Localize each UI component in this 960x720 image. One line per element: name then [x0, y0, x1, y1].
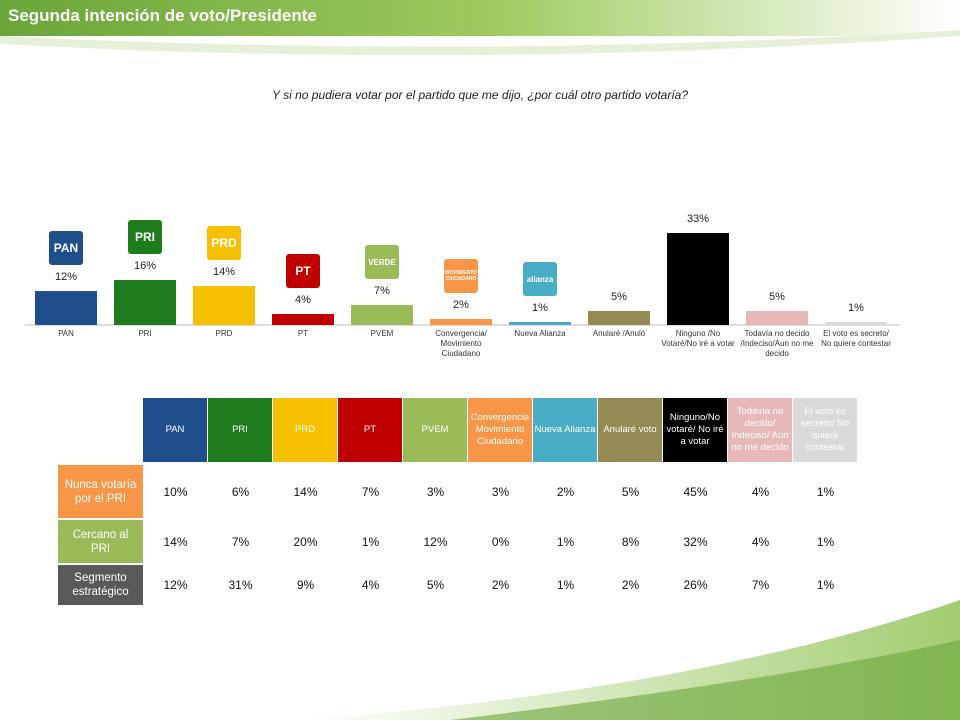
table-cell: 4%: [751, 534, 770, 549]
table-cell: 7%: [361, 484, 380, 499]
table-cell: 45%: [683, 484, 708, 499]
row-label: Nunca votaría por el PRI: [58, 465, 143, 518]
table-header: El voto es secreto/ No quiere contestar: [793, 398, 857, 462]
table-header: Nueva Alianza: [533, 398, 597, 462]
table-cell: 31%: [228, 578, 253, 592]
value-label: 12%: [54, 271, 78, 284]
table-cell: 10%: [163, 484, 188, 499]
table-header: Convergencia Movimiento Ciudadano: [468, 398, 532, 462]
x-tick-label: Nueva Alianza: [514, 329, 566, 338]
table-cell: 8%: [621, 534, 640, 549]
table-cell: 7%: [751, 578, 770, 592]
table-header: PRD: [273, 398, 337, 462]
slide-title: Segunda intención de voto/Presidente: [8, 6, 317, 25]
value-label: 7%: [374, 285, 390, 298]
party-logo: PT: [286, 253, 320, 288]
value-label: 16%: [133, 260, 157, 273]
table-cell: 12%: [423, 534, 448, 549]
table-cell: 5%: [426, 578, 445, 592]
table-cell: 2%: [556, 484, 575, 499]
table-cell: 2%: [491, 578, 510, 592]
table-cell: 3%: [426, 484, 445, 499]
bar: [114, 280, 176, 325]
party-logo: PRI: [128, 220, 162, 255]
table-cell: 1%: [816, 578, 835, 592]
table-cell: 3%: [491, 484, 510, 499]
bar: [430, 319, 492, 325]
x-tick-label: PVEM: [370, 329, 394, 338]
table-header: PRI: [208, 398, 272, 462]
table-header: Ninguno/No votaré/ No iré a votar: [663, 398, 727, 462]
table-cell: 1%: [816, 484, 835, 499]
value-label: 14%: [212, 265, 236, 278]
x-tick-label: El voto es secreto/ No quiere contestar: [821, 329, 891, 348]
table-cell: 6%: [231, 484, 250, 499]
title-bar: [0, 0, 960, 36]
table-header: Anularé voto: [598, 398, 662, 462]
party-logo: PRD: [207, 225, 241, 260]
table-header: PAN: [143, 398, 207, 462]
table-cell: 2%: [621, 578, 640, 592]
table-header: PVEM: [403, 398, 467, 462]
table-cell: 1%: [816, 534, 835, 549]
bar: [272, 313, 334, 325]
bar: [588, 311, 650, 325]
value-label: 33%: [686, 212, 710, 225]
row-label: Segmento estratégico: [58, 565, 143, 605]
bar: [351, 305, 413, 325]
table-cell: 0%: [491, 534, 510, 549]
swoosh: [450, 640, 960, 720]
bar: [509, 322, 571, 325]
value-label: 5%: [611, 291, 627, 303]
table-cell: 4%: [751, 484, 770, 499]
value-label: 1%: [532, 302, 548, 315]
x-tick-label: PRD: [215, 329, 233, 338]
x-tick-label: Anularé /Anuló: [592, 329, 646, 338]
chart-subtitle: Y si no pudiera votar por el partido que…: [271, 88, 688, 102]
table-cell: 32%: [683, 534, 708, 549]
table-cell: 9%: [296, 578, 315, 592]
x-tick-label: Convergencia/ Movimiento Ciudadano: [435, 329, 487, 358]
x-tick-label: PT: [297, 329, 309, 338]
bar: [746, 311, 808, 325]
table-cell: 20%: [293, 534, 318, 549]
table-cell: 1%: [556, 578, 575, 592]
table-cell: 1%: [556, 534, 575, 549]
table-cell: 5%: [621, 484, 640, 499]
table-cell: 14%: [163, 534, 188, 549]
x-tick-label: Ninguno /No Votaré/No iré a votar: [661, 329, 735, 348]
table-cell: 14%: [293, 484, 318, 499]
table-cell: 26%: [683, 578, 708, 592]
table-header: Todavía no decido/ Indeciso/ Aún no me d…: [728, 398, 792, 462]
bar: [193, 285, 255, 325]
value-label: 5%: [769, 291, 785, 303]
row-label: Cercano al PRI: [58, 520, 143, 563]
table-cell: 1%: [361, 534, 380, 549]
table-cell: 7%: [231, 534, 250, 549]
bar: [825, 322, 887, 325]
party-logo: VERDE: [365, 245, 399, 280]
table-cell: 4%: [361, 578, 380, 592]
bar: [667, 232, 729, 325]
party-logo: alianza: [523, 262, 557, 297]
x-tick-label: PAN: [58, 329, 74, 338]
table-header: PT: [338, 398, 402, 462]
bar: [35, 291, 97, 325]
value-label: 4%: [295, 293, 311, 306]
party-logo: MOVIMIENTO CIUDADANO: [444, 259, 478, 294]
party-logo: PAN: [49, 231, 83, 266]
x-tick-label: Todavía no decido /Indeciso/Aun no me de…: [740, 329, 814, 358]
value-label: 2%: [453, 299, 469, 312]
x-tick-label: PRI: [138, 329, 152, 338]
table-cell: 12%: [163, 578, 188, 592]
value-label: 1%: [848, 302, 864, 315]
